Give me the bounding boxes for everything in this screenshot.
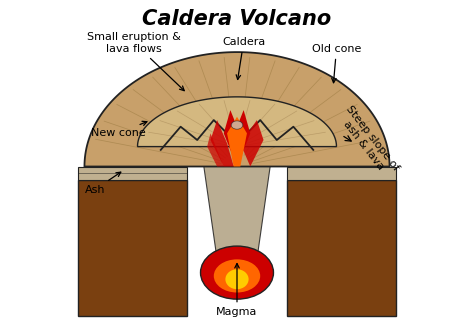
Polygon shape bbox=[78, 180, 187, 316]
Text: Small eruption &
lava flows: Small eruption & lava flows bbox=[87, 32, 184, 91]
Ellipse shape bbox=[214, 259, 260, 292]
Polygon shape bbox=[224, 110, 250, 166]
Polygon shape bbox=[240, 120, 264, 166]
Polygon shape bbox=[137, 97, 337, 147]
Polygon shape bbox=[204, 166, 270, 259]
Text: Old cone: Old cone bbox=[312, 44, 361, 83]
Ellipse shape bbox=[201, 246, 273, 299]
Text: Ash: Ash bbox=[84, 172, 121, 195]
Polygon shape bbox=[287, 166, 396, 180]
Polygon shape bbox=[227, 117, 247, 166]
Polygon shape bbox=[84, 52, 390, 166]
Ellipse shape bbox=[231, 121, 243, 129]
Text: Caldera Volcano: Caldera Volcano bbox=[142, 9, 332, 29]
Polygon shape bbox=[210, 120, 234, 166]
Text: New cone: New cone bbox=[91, 121, 147, 138]
Text: Magma: Magma bbox=[216, 263, 258, 317]
Text: Caldera: Caldera bbox=[222, 37, 265, 80]
Polygon shape bbox=[207, 133, 224, 166]
Ellipse shape bbox=[226, 269, 248, 289]
Polygon shape bbox=[78, 166, 187, 180]
Text: Steep slope of
ash & lava: Steep slope of ash & lava bbox=[335, 104, 401, 179]
Polygon shape bbox=[287, 180, 396, 316]
